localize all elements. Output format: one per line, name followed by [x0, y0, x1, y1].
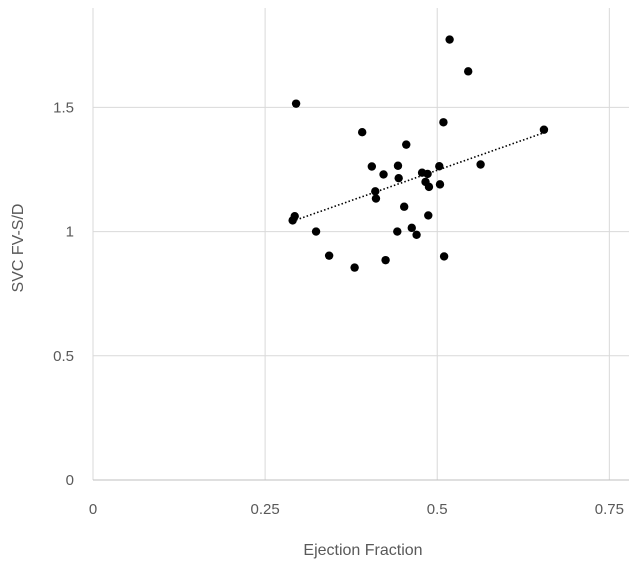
- data-point: [539, 125, 549, 134]
- x-axis-title: Ejection Fraction: [303, 542, 422, 559]
- y-axis-ticks: 0 0.5 1 1.5: [53, 99, 74, 489]
- data-point: [464, 67, 473, 76]
- data-point: [439, 252, 449, 261]
- data-point: [435, 180, 445, 189]
- data-point: [357, 128, 367, 137]
- data-point: [424, 182, 434, 192]
- y-tick-label: 0.5: [53, 348, 74, 365]
- y-tick-label: 0: [66, 472, 74, 489]
- data-point: [407, 223, 416, 233]
- x-axis-ticks: 0 0.25 0.5 0.75: [89, 501, 624, 518]
- data-point: [393, 161, 403, 170]
- data-point: [435, 162, 444, 171]
- data-point: [371, 187, 380, 196]
- x-tick-label: 0: [89, 501, 97, 518]
- data-point: [412, 230, 421, 240]
- data-points: [288, 35, 549, 272]
- grid-lines: [92, 8, 629, 480]
- data-point: [324, 251, 334, 260]
- data-point: [350, 263, 359, 272]
- x-tick-label: 0.5: [427, 501, 448, 518]
- data-point: [399, 202, 409, 211]
- y-tick-label: 1: [66, 224, 74, 241]
- data-point: [379, 170, 388, 179]
- y-axis-title: SVC FV-S/D: [10, 204, 27, 293]
- data-point: [439, 118, 448, 127]
- y-tick-label: 1.5: [53, 99, 74, 116]
- data-point: [476, 160, 485, 169]
- data-point: [423, 169, 432, 179]
- data-point: [371, 194, 381, 203]
- data-point: [381, 255, 390, 265]
- data-point: [394, 173, 403, 183]
- data-point: [311, 227, 321, 236]
- data-point: [393, 227, 402, 236]
- x-tick-label: 0.25: [251, 501, 280, 518]
- data-point: [445, 35, 454, 44]
- data-point: [367, 162, 377, 171]
- data-point: [290, 211, 299, 221]
- data-point: [402, 140, 411, 149]
- data-point: [424, 211, 433, 220]
- trendline-group: [292, 131, 545, 222]
- data-point: [291, 99, 301, 108]
- x-tick-label: 0.75: [595, 501, 624, 518]
- trendline: [292, 131, 545, 222]
